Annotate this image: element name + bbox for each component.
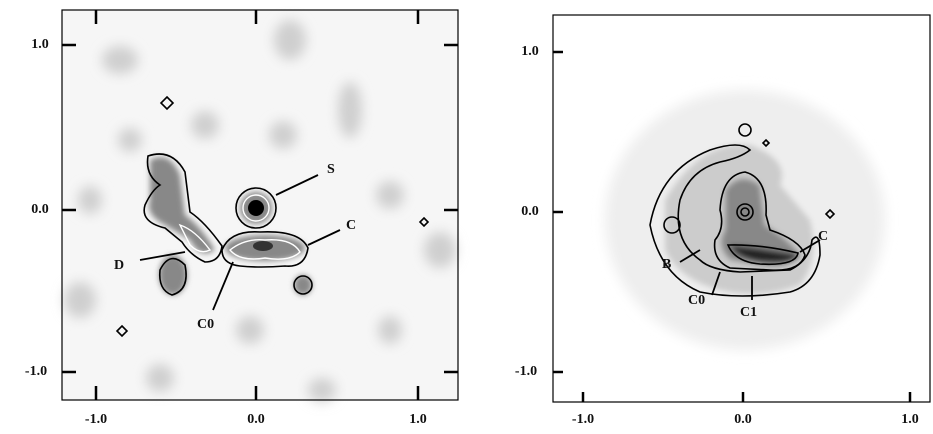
x-tick-label: -1.0 (85, 412, 107, 427)
x-tick-label: 0.0 (247, 412, 265, 427)
x-tick-label: 1.0 (409, 412, 427, 427)
y-tick-label: 0.0 (31, 202, 49, 217)
core (248, 200, 264, 216)
x-tick-label: 0.0 (734, 412, 752, 427)
component-label: C (818, 229, 828, 244)
y-tick-label: -1.0 (515, 364, 537, 379)
y-tick-label: -1.0 (25, 364, 47, 379)
left-panel: 1.0 0.0 -1.0 -1.0 0.0 1.0 S C D C0 (25, 10, 458, 427)
component-label: D (114, 258, 124, 273)
core (253, 241, 273, 251)
component-label: C1 (740, 305, 757, 320)
y-tick-label: 0.0 (521, 204, 539, 219)
y-tick-label: 1.0 (31, 37, 49, 52)
component-label: B (662, 257, 671, 272)
component-label: C0 (688, 293, 705, 308)
figure: 1.0 0.0 -1.0 -1.0 0.0 1.0 S C D C0 (0, 0, 933, 434)
right-panel: 1.0 0.0 -1.0 -1.0 0.0 1.0 C B C0 C1 (515, 15, 930, 427)
x-tick-label: 1.0 (901, 412, 919, 427)
x-tick-label: -1.0 (572, 412, 594, 427)
component-label: C (346, 218, 356, 233)
component-label: C0 (197, 317, 214, 332)
y-tick-label: 1.0 (521, 44, 539, 59)
component-label: S (327, 162, 335, 177)
